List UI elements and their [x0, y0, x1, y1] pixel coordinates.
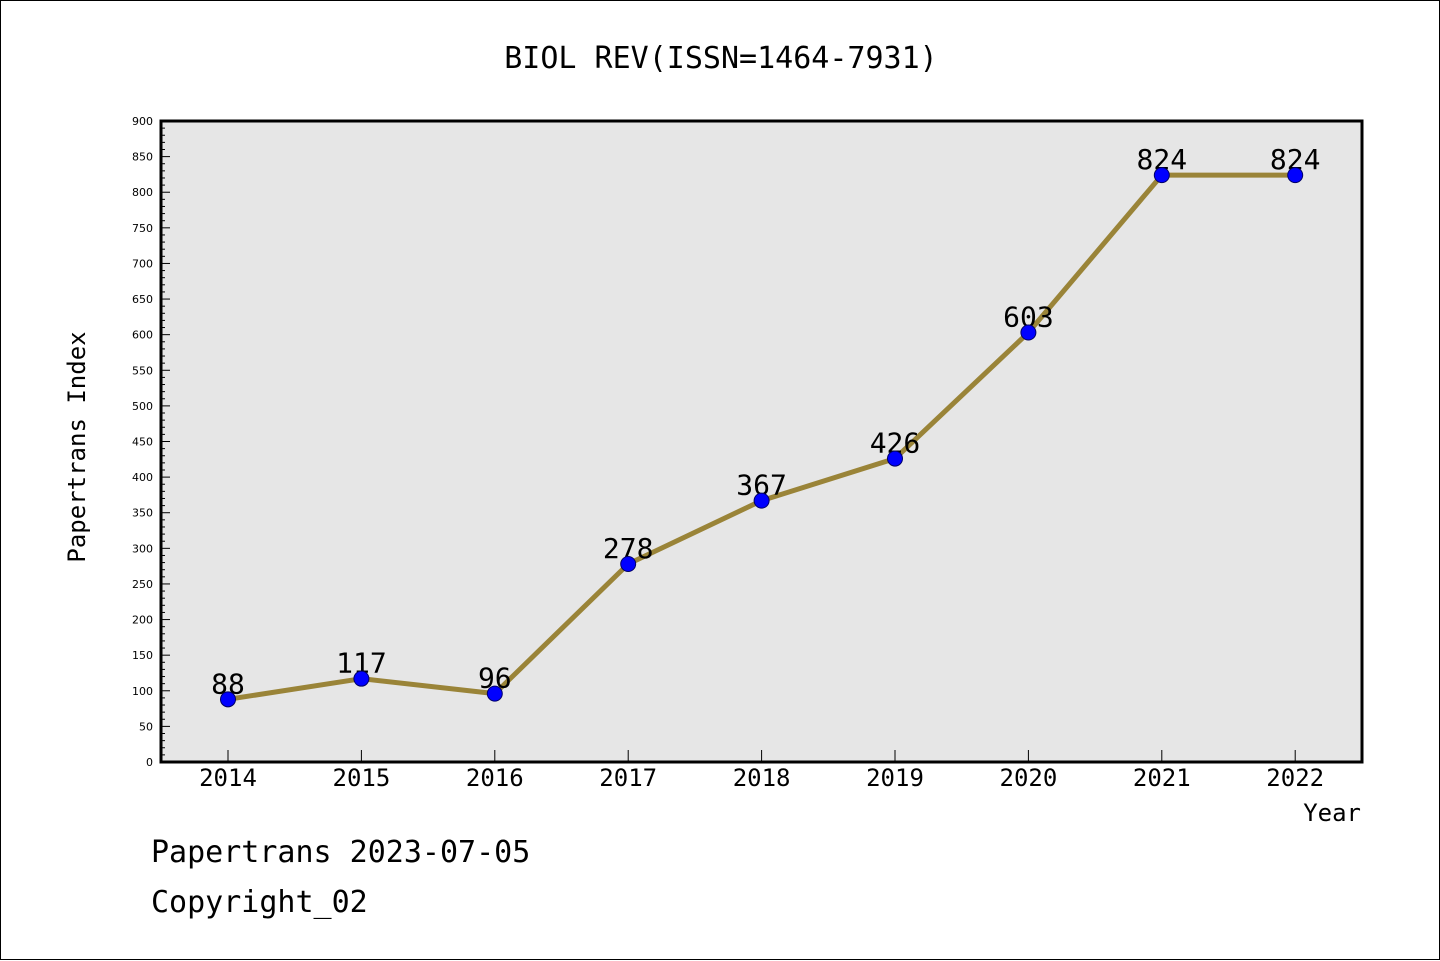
footer-copyright: Copyright_02 [151, 885, 368, 920]
y-tick-label: 900 [132, 115, 153, 128]
footer-date: Papertrans 2023-07-05 [151, 835, 531, 870]
y-tick-label: 700 [132, 257, 153, 270]
x-tick-label: 2018 [733, 764, 791, 792]
y-tick-label: 600 [132, 329, 153, 342]
x-tick-label: 2015 [333, 764, 391, 792]
data-point [353, 670, 370, 687]
plot-area [159, 119, 1364, 764]
y-tick-label: 100 [132, 685, 153, 698]
x-tick-label: 2019 [866, 764, 924, 792]
x-axis-title: Year [1303, 799, 1361, 827]
y-tick-label: 500 [132, 400, 153, 413]
y-tick-label: 200 [132, 614, 153, 627]
y-tick-label: 300 [132, 542, 153, 555]
data-point [620, 556, 637, 573]
y-tick-label: 450 [132, 436, 153, 449]
y-axis: 0 50 100 150 200 250 300 350 400 450 500 550 600 650 7… [132, 115, 170, 769]
y-tick-label: 850 [132, 151, 153, 164]
x-tick-label: 2017 [599, 764, 657, 792]
y-axis-title: Papertrans Index [63, 331, 91, 562]
data-point [486, 685, 503, 702]
y-tick-label: 150 [132, 649, 153, 662]
data-point [753, 492, 770, 509]
x-axis: 2014 2015 2016 2017 2018 2019 2020 2021 2022 [199, 750, 1324, 792]
x-tick-label: 2020 [1000, 764, 1058, 792]
y-tick-label: 250 [132, 578, 153, 591]
y-tick-label: 750 [132, 222, 153, 235]
y-tick-label: 350 [132, 507, 153, 520]
y-tick-label: 550 [132, 364, 153, 377]
y-tick-label: 650 [132, 293, 153, 306]
data-point [887, 450, 903, 467]
x-tick-label: 2021 [1133, 764, 1191, 792]
chart-title: BIOL REV(ISSN=1464-7931) [504, 41, 937, 76]
y-tick-label: 800 [132, 186, 153, 199]
x-tick-label: 2014 [199, 764, 257, 792]
data-point [220, 691, 236, 708]
x-tick-label: 2016 [466, 764, 524, 792]
y-tick-label: 50 [139, 720, 153, 733]
data-point [1153, 167, 1170, 184]
y-tick-label: 0 [146, 756, 153, 769]
data-point [1020, 324, 1037, 341]
y-tick-label: 400 [132, 471, 153, 484]
x-tick-label: 2022 [1266, 764, 1324, 792]
data-point [1287, 167, 1304, 184]
